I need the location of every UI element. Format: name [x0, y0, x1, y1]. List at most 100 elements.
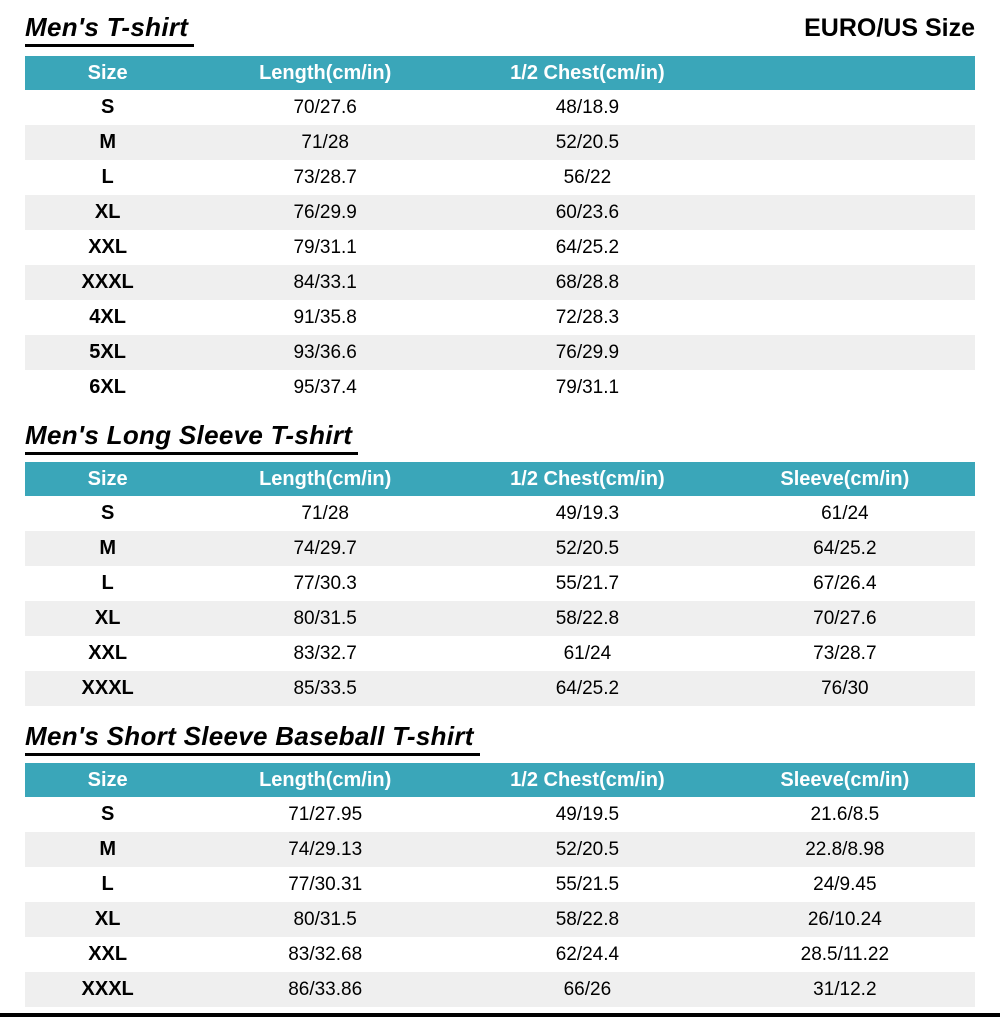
- value-cell: 71/27.95: [288, 803, 363, 825]
- value-cell: 56/22: [563, 166, 612, 188]
- value-cell: 93/36.6: [293, 341, 357, 363]
- value-cell: 26/10.24: [807, 908, 882, 930]
- mens-baseball-size-table: Size Length(cm/in) 1/2 Chest(cm/in) Sleeve(…: [25, 763, 975, 1007]
- bottom-divider: [0, 1013, 1000, 1017]
- value-cell: 55/21.7: [555, 572, 620, 594]
- value-cell: 28.5/11.22: [800, 943, 890, 965]
- top-bar: Men's T-shirt EURO/US Size: [25, 12, 975, 47]
- column-header: Size: [87, 61, 128, 84]
- size-cell: XL: [94, 908, 121, 930]
- value-cell: 60/23.6: [555, 201, 620, 223]
- size-cell: M: [99, 838, 116, 860]
- column-header: Sleeve(cm/in): [780, 768, 910, 791]
- value-cell: [715, 370, 975, 405]
- header-row: Size Length(cm/in) 1/2 Chest(cm/in) Sleeve(…: [25, 462, 975, 496]
- column-header: Length(cm/in): [259, 61, 392, 84]
- value-cell: 95/37.4: [293, 376, 357, 398]
- value-cell: 55/21.5: [555, 873, 620, 895]
- value-cell: 64/25.2: [813, 537, 877, 559]
- size-cell: 5XL: [89, 341, 126, 363]
- value-cell: 74/29.7: [293, 537, 357, 559]
- table-row: XXL 83/32.7 61/24 73/28.7: [25, 636, 975, 671]
- value-cell: [715, 125, 975, 160]
- mens-tshirt-size-table: Size Length(cm/in) 1/2 Chest(cm/in) S 70/27.…: [25, 56, 975, 405]
- value-cell: [715, 300, 975, 335]
- header-row: Size Length(cm/in) 1/2 Chest(cm/in) Sleeve(…: [25, 763, 975, 797]
- value-cell: 52/20.5: [555, 537, 620, 559]
- size-cell: XL: [94, 607, 121, 629]
- value-cell: [715, 90, 975, 125]
- value-cell: 49/19.5: [555, 803, 620, 825]
- size-cell: XXL: [88, 642, 128, 664]
- table-row: S 71/28 49/19.3 61/24: [25, 496, 975, 531]
- value-cell: 74/29.13: [288, 838, 363, 860]
- value-cell: 61/24: [563, 642, 612, 664]
- value-cell: 71/28: [301, 502, 349, 524]
- value-cell: [715, 160, 975, 195]
- value-cell: 58/22.8: [555, 908, 620, 930]
- value-cell: 91/35.8: [293, 306, 357, 328]
- table-row: XL 76/29.9 60/23.6: [25, 195, 975, 230]
- mens-tshirt-title: Men's T-shirt: [25, 12, 195, 47]
- value-cell: 52/20.5: [555, 131, 620, 153]
- value-cell: 86/33.86: [288, 978, 363, 1000]
- value-cell: 70/27.6: [293, 96, 357, 118]
- size-cell: L: [101, 572, 114, 594]
- value-cell: 84/33.1: [293, 271, 357, 293]
- column-header: [715, 56, 975, 90]
- size-cell: XXXL: [81, 978, 134, 1000]
- value-cell: 79/31.1: [555, 376, 620, 398]
- table-row: 4XL 91/35.8 72/28.3: [25, 300, 975, 335]
- size-cell: S: [100, 96, 115, 118]
- table-row: XXL 79/31.1 64/25.2: [25, 230, 975, 265]
- value-cell: 52/20.5: [555, 838, 620, 860]
- column-header: Size: [87, 768, 128, 791]
- value-cell: 70/27.6: [813, 607, 877, 629]
- value-cell: 64/25.2: [555, 236, 620, 258]
- mens-long-sleeve-size-table: Size Length(cm/in) 1/2 Chest(cm/in) Sleeve(…: [25, 462, 975, 706]
- size-cell: XXL: [88, 943, 128, 965]
- value-cell: 79/31.1: [293, 236, 357, 258]
- value-cell: [715, 265, 975, 300]
- table-row: M 74/29.7 52/20.5 64/25.2: [25, 531, 975, 566]
- value-cell: 73/28.7: [293, 166, 357, 188]
- size-cell: S: [100, 803, 115, 825]
- table-row: XL 80/31.5 58/22.8 26/10.24: [25, 902, 975, 937]
- size-cell: XXXL: [81, 677, 134, 699]
- table-row: L 73/28.7 56/22: [25, 160, 975, 195]
- value-cell: 77/30.31: [288, 873, 363, 895]
- column-header: Length(cm/in): [259, 467, 392, 490]
- value-cell: [715, 195, 975, 230]
- value-cell: 24/9.45: [813, 873, 877, 895]
- column-header: Length(cm/in): [259, 768, 392, 791]
- table-row: XL 80/31.5 58/22.8 70/27.6: [25, 601, 975, 636]
- value-cell: 71/28: [301, 131, 349, 153]
- table-row: S 70/27.6 48/18.9: [25, 90, 975, 125]
- value-cell: 48/18.9: [555, 96, 620, 118]
- value-cell: [715, 230, 975, 265]
- header-row: Size Length(cm/in) 1/2 Chest(cm/in): [25, 56, 975, 90]
- value-cell: 72/28.3: [555, 306, 620, 328]
- size-cell: M: [99, 131, 116, 153]
- section-title-row: Men's Long Sleeve T-shirt: [25, 420, 975, 455]
- value-cell: 49/19.3: [555, 502, 620, 524]
- size-cell: XXL: [88, 236, 128, 258]
- section-title-row: Men's Short Sleeve Baseball T-shirt: [25, 721, 975, 756]
- table-row: 6XL 95/37.4 79/31.1: [25, 370, 975, 405]
- table-row: XXL 83/32.68 62/24.4 28.5/11.22: [25, 937, 975, 972]
- size-cell: 6XL: [89, 376, 126, 398]
- value-cell: 76/29.9: [555, 341, 620, 363]
- size-cell: 4XL: [89, 306, 126, 328]
- value-cell: 83/32.7: [293, 642, 357, 664]
- value-cell: 67/26.4: [813, 572, 877, 594]
- value-cell: 64/25.2: [555, 677, 620, 699]
- table-row: M 71/28 52/20.5: [25, 125, 975, 160]
- value-cell: 62/24.4: [555, 943, 620, 965]
- value-cell: 80/31.5: [293, 607, 357, 629]
- size-standard-label: EURO/US Size: [804, 14, 975, 42]
- value-cell: 76/29.9: [293, 201, 357, 223]
- table-row: S 71/27.95 49/19.5 21.6/8.5: [25, 797, 975, 832]
- value-cell: 21.6/8.5: [810, 803, 880, 825]
- table-row: L 77/30.3 55/21.7 67/26.4: [25, 566, 975, 601]
